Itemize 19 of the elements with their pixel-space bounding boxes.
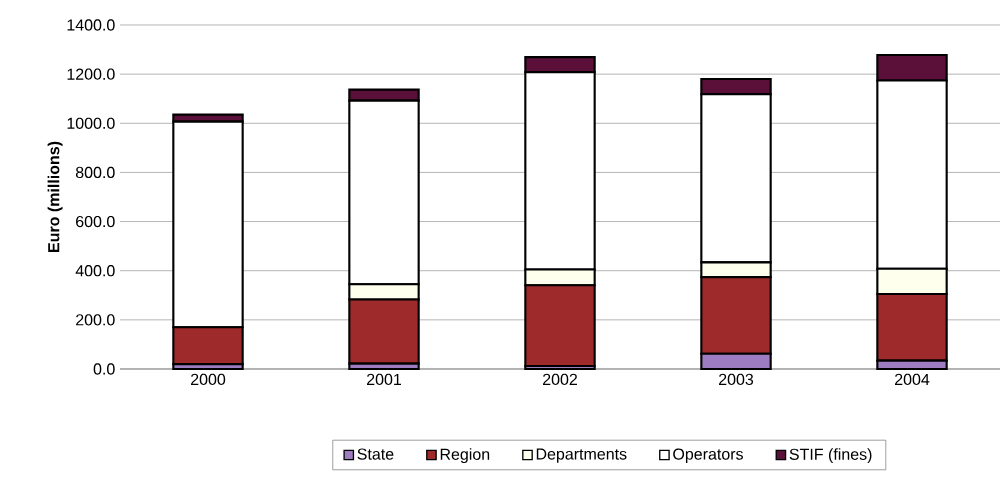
y-tick-label: 1400.0 xyxy=(67,19,115,31)
legend-label: State xyxy=(357,448,394,460)
y-axis-title: Euro (millions) xyxy=(47,141,63,252)
x-tick-label: 2003 xyxy=(719,373,754,386)
legend-label: STIF (fines) xyxy=(789,448,872,464)
x-tick-label: 2001 xyxy=(367,373,402,386)
y-tick-label: 1000.0 xyxy=(67,117,115,129)
x-tick-label: 2000 xyxy=(191,373,226,386)
y-tick-label: 0.0 xyxy=(93,363,115,375)
y-tick-label: 800.0 xyxy=(75,166,115,179)
legend-label: Departments xyxy=(536,448,627,463)
legend-label: Region xyxy=(440,448,490,464)
x-tick-label: 2004 xyxy=(895,373,930,386)
legend-label: Operators xyxy=(673,448,743,463)
x-tick-label: 2002 xyxy=(543,373,577,386)
y-tick-label: 1200.0 xyxy=(67,68,115,80)
y-tick-label: 400.0 xyxy=(75,265,115,277)
y-tick-label: 200.0 xyxy=(76,314,115,326)
y-tick-label: 600.0 xyxy=(76,215,115,228)
